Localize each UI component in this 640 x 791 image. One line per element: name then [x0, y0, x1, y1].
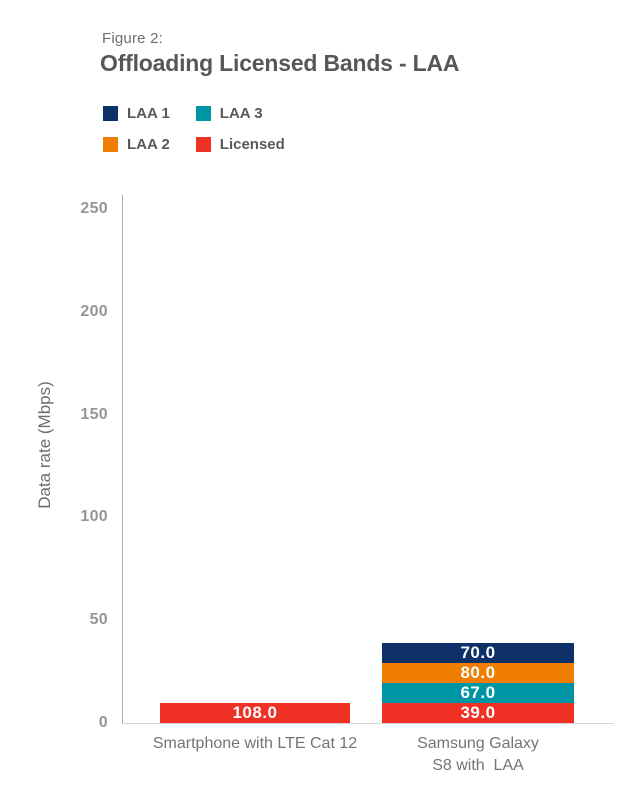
bar-value-label: 70.0 [460, 643, 496, 662]
legend-swatch-licensed [195, 137, 211, 152]
figure-label: Figure 2: [102, 30, 163, 47]
chart-legend: LAA 1 LAA 2 LAA 3 Licensed [103, 105, 285, 153]
bar-value-label: 39.0 [460, 703, 496, 722]
bar-value-label: 67.0 [460, 683, 496, 702]
bar-segment-laa-1: 70.0 [382, 643, 574, 663]
legend-item-licensed: Licensed [195, 136, 285, 153]
legend-label: LAA 2 [127, 136, 170, 153]
bar-value-label: 108.0 [232, 703, 278, 722]
x-axis-labels: Smartphone with LTE Cat 12 Samsung Galaxy… [0, 733, 640, 783]
legend-item-laa-2: LAA 2 [103, 136, 170, 153]
bar-segment-laa-3: 67.0 [382, 683, 574, 703]
x-category-label: Samsung Galaxy S8 with LAA [417, 735, 539, 774]
legend-swatch-laa-1 [103, 106, 118, 121]
y-tick-label: 250 [80, 199, 108, 217]
y-tick-label: 100 [80, 508, 108, 526]
y-tick-label: 200 [80, 302, 108, 320]
bar-value-label: 80.0 [460, 663, 496, 682]
x-category-label: Smartphone with LTE Cat 12 [152, 735, 358, 752]
y-tick-label: 50 [89, 611, 108, 629]
legend-label: LAA 3 [219, 105, 263, 122]
legend-swatch-laa-2 [103, 137, 118, 152]
legend-item-laa-1: LAA 1 [103, 105, 170, 122]
y-axis-ticks: 0 50 100 150 200 250 [0, 195, 108, 731]
bar-0: 108.0 [160, 703, 350, 723]
bar-segment-laa-2: 80.0 [382, 663, 574, 683]
bar-segment-licensed: 108.0 [160, 703, 350, 723]
legend-label: Licensed [219, 136, 285, 153]
y-tick-label: 150 [80, 405, 108, 423]
legend-label: LAA 1 [127, 105, 170, 122]
legend-swatch-laa-3 [195, 106, 211, 121]
y-tick-label: 0 [98, 714, 108, 731]
legend-item-laa-3: LAA 3 [195, 105, 285, 122]
bar-segment-licensed: 39.0 [382, 703, 574, 723]
bar-1: 39.0 67.0 80.0 70.0 [382, 643, 574, 723]
page-title: Offloading Licensed Bands - LAA [100, 50, 460, 76]
plot-area: 108.0 39.0 67.0 80.0 70.0 [122, 195, 614, 724]
